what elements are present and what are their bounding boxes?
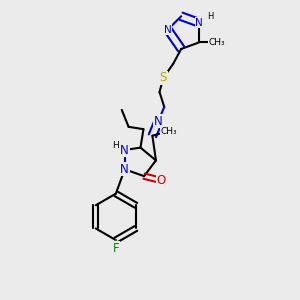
- Text: S: S: [160, 71, 167, 84]
- Text: N: N: [154, 115, 163, 128]
- Text: N: N: [195, 18, 203, 28]
- Text: F: F: [112, 242, 119, 255]
- Text: N: N: [164, 25, 172, 34]
- Text: H: H: [207, 12, 213, 21]
- Text: CH₃: CH₃: [208, 38, 225, 47]
- Text: CH₃: CH₃: [160, 127, 177, 136]
- Text: O: O: [157, 174, 166, 187]
- Text: N: N: [120, 143, 129, 157]
- Text: H: H: [112, 141, 119, 150]
- Text: N: N: [120, 163, 129, 176]
